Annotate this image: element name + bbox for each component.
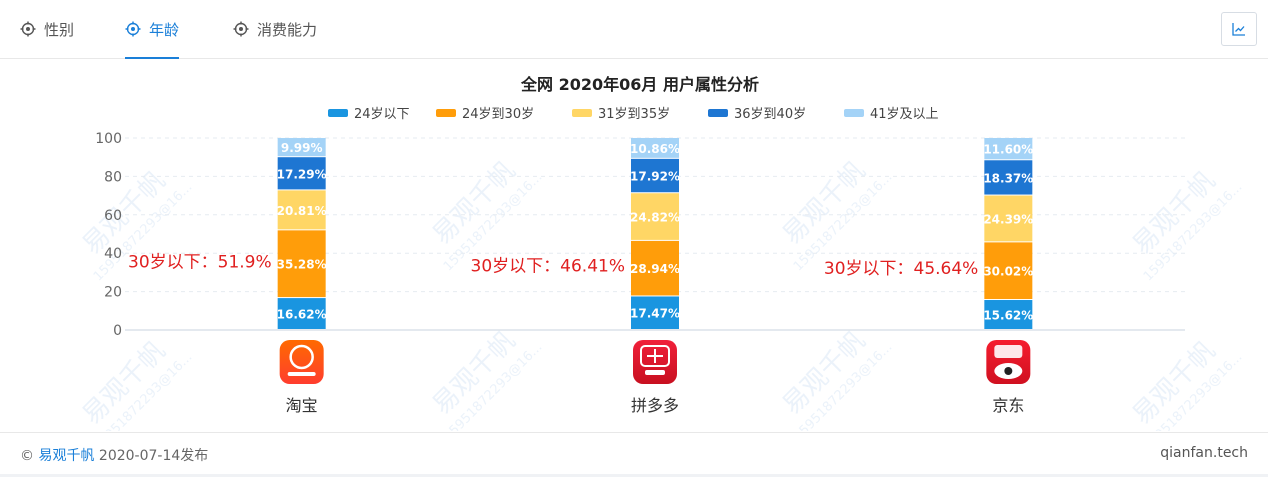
bar-data-label: 35.28% xyxy=(277,258,327,272)
annotation-label: 30岁以下：46.41% xyxy=(471,256,625,276)
pinduoduo-app-icon xyxy=(633,340,677,384)
watermark: 易观千帆15951872293@16... xyxy=(1127,166,1245,284)
tab-label: 性别 xyxy=(44,20,75,39)
y-axis: 0 20 40 60 80 100 xyxy=(95,131,122,339)
tab-label: 年龄 xyxy=(149,20,180,39)
chart-legend: 24岁以下 24岁到30岁 31岁到35岁 36岁到40岁 41岁及以上 xyxy=(328,107,939,122)
active-tab-indicator xyxy=(125,57,180,59)
tab-consumption[interactable]: 消费能力 xyxy=(233,0,317,58)
bar-data-label: 16.62% xyxy=(277,308,327,322)
chart-title: 全网 2020年06月 用户属性分析 xyxy=(520,75,759,94)
legend-swatch xyxy=(844,109,864,117)
category-label: 京东 xyxy=(992,396,1024,415)
bar-data-label: 28.94% xyxy=(630,262,680,276)
bar-data-label: 9.99% xyxy=(281,141,323,155)
bar-segment[interactable] xyxy=(984,160,1033,195)
bar-data-label: 24.39% xyxy=(983,212,1033,226)
line-chart-icon xyxy=(1232,23,1245,36)
bar-data-label: 17.92% xyxy=(630,170,680,184)
bar-segment[interactable] xyxy=(631,137,679,158)
bar-data-label: 24.82% xyxy=(630,211,680,225)
icon-glyph xyxy=(647,349,663,363)
legend-swatch xyxy=(708,109,728,117)
bar-data-label: 20.81% xyxy=(277,204,327,218)
bars-layer: 16.62% 35.28% 20.81% 17.29% 9.99% 17.47% 28.94… xyxy=(277,137,1033,329)
y-tick-label: 60 xyxy=(104,208,122,224)
bar-data-label: 17.47% xyxy=(630,307,680,321)
watermark: 易观千帆15951872293@16... xyxy=(777,326,895,431)
watermark: 易观千帆15951872293@16... xyxy=(427,156,545,274)
y-tick-label: 100 xyxy=(95,131,122,147)
y-tick-label: 80 xyxy=(104,169,122,185)
bar-data-label: 15.62% xyxy=(983,309,1033,323)
tab-age[interactable]: 年龄 xyxy=(125,0,180,59)
target-icon xyxy=(20,21,36,37)
chart-type-toggle-button[interactable] xyxy=(1221,12,1257,46)
bar-data-label: 10.86% xyxy=(630,142,680,156)
y-tick-label: 20 xyxy=(104,285,122,301)
icon-glyph xyxy=(994,345,1023,358)
icon-glyph xyxy=(645,370,665,375)
bar-segment[interactable] xyxy=(277,157,326,190)
legend-item[interactable]: 24岁到30岁 xyxy=(462,107,534,122)
footer-left: © 易观千帆 2020-07-14发布 xyxy=(20,445,208,465)
annotation-label: 30岁以下：51.9% xyxy=(128,253,272,273)
bar-segment[interactable] xyxy=(277,138,326,157)
bar-segment[interactable] xyxy=(277,230,326,298)
icon-glyph xyxy=(287,372,316,376)
footer: © 易观千帆 2020-07-14发布 qianfan.tech xyxy=(0,432,1268,475)
bar-segment[interactable] xyxy=(631,296,679,329)
y-tick-label: 0 xyxy=(113,323,122,339)
bar-segment[interactable] xyxy=(984,138,1033,160)
legend-item[interactable]: 41岁及以上 xyxy=(870,107,939,122)
legend-item[interactable]: 24岁以下 xyxy=(354,107,410,122)
bar-segment[interactable] xyxy=(631,240,679,296)
bar-segment[interactable] xyxy=(984,242,1033,300)
bar-data-label: 30.02% xyxy=(983,265,1033,279)
bar-data-label: 11.60% xyxy=(983,143,1033,157)
legend-swatch xyxy=(328,109,348,117)
copyright-symbol: © xyxy=(20,448,34,464)
legend-swatch xyxy=(436,109,456,117)
bar-segment[interactable] xyxy=(277,298,326,329)
annotation-label: 30岁以下：45.64% xyxy=(824,259,978,279)
bar-data-label: 18.37% xyxy=(983,171,1033,185)
bar-segment[interactable] xyxy=(631,158,679,193)
bar-segment[interactable] xyxy=(631,193,679,240)
icon-glyph xyxy=(640,345,670,367)
tab-label: 消费能力 xyxy=(257,20,318,39)
icon-glyph xyxy=(289,344,314,370)
bar-segment[interactable] xyxy=(984,195,1033,242)
tab-gender[interactable]: 性别 xyxy=(20,0,74,58)
bar-data-label: 17.29% xyxy=(277,167,327,181)
bottom-band xyxy=(0,474,1268,477)
bar-segment[interactable] xyxy=(277,190,326,230)
y-tick-label: 40 xyxy=(104,246,122,262)
watermark: 易观千帆15951872293@16... xyxy=(1127,336,1245,431)
taobao-app-icon xyxy=(279,340,324,384)
tab-bar: 性别 年龄 消费能力 xyxy=(0,0,1268,59)
target-icon xyxy=(125,21,141,37)
icon-glyph xyxy=(1004,367,1013,375)
footer-site[interactable]: qianfan.tech xyxy=(1160,445,1248,461)
x-axis-categories: 淘宝 拼多多 京东 xyxy=(279,340,1031,415)
legend-swatch xyxy=(572,109,592,117)
category-label: 淘宝 xyxy=(286,396,318,415)
watermark: 易观千帆15951872293@16... xyxy=(427,326,545,431)
footer-brand-link[interactable]: 易观千帆 xyxy=(38,448,95,464)
bar-segment[interactable] xyxy=(984,300,1033,329)
annotations-layer: 30岁以下：51.9% 30岁以下：46.41% 30岁以下：45.64% xyxy=(128,253,978,279)
legend-item[interactable]: 31岁到35岁 xyxy=(598,107,670,122)
target-icon xyxy=(233,21,249,37)
legend-item[interactable]: 36岁到40岁 xyxy=(734,107,806,122)
watermark: 易观千帆15951872293@16... xyxy=(77,336,195,431)
watermark: 易观千帆15951872293@16... xyxy=(777,156,895,274)
category-label: 拼多多 xyxy=(631,396,679,415)
publish-date: 2020-07-14发布 xyxy=(98,448,209,464)
jd-app-icon xyxy=(986,340,1031,384)
